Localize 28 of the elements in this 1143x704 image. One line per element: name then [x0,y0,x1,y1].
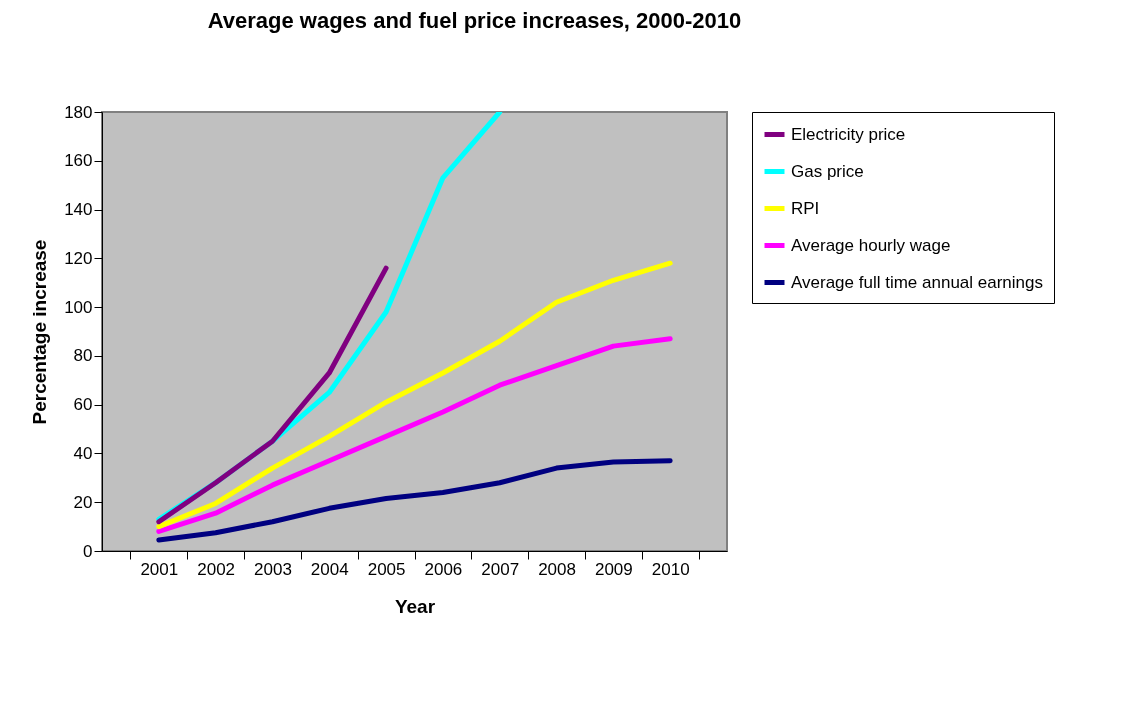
y-tick-label: 40 [73,443,93,463]
legend-label: Average full time annual earnings [791,272,1044,292]
x-tick-label: 2008 [538,559,576,579]
x-tick-label: 2002 [197,559,236,579]
x-tick-label: 2003 [254,559,292,579]
y-tick-label: 120 [64,248,93,268]
x-tick-label: 2007 [481,559,520,579]
x-tick-label: 2005 [367,559,406,579]
y-tick-label: 140 [64,200,93,220]
y-axis-title: Percentage increase [29,239,51,425]
chart-title: Average wages and fuel price increases, 2000-2010 [207,8,742,33]
x-tick-label: 2010 [651,559,690,579]
x-axis-title: Year [394,595,436,617]
y-tick-label: 0 [83,541,93,561]
y-tick-label: 100 [64,297,93,317]
x-tick-label: 2004 [310,559,349,579]
x-tick-label: 2009 [594,559,633,579]
y-tick-label: 20 [73,492,93,512]
y-tick-label: 180 [64,102,93,122]
y-tick-label: 160 [64,151,93,171]
x-tick-label: 2006 [424,559,463,579]
legend-label: Average hourly wage [791,235,951,255]
legend-label: RPI [791,198,820,218]
y-tick-label: 80 [73,346,93,366]
legend-label: Electricity price [791,124,906,144]
x-tick-label: 2001 [140,559,179,579]
y-tick-label: 60 [73,395,93,415]
legend-label: Gas price [791,161,864,181]
